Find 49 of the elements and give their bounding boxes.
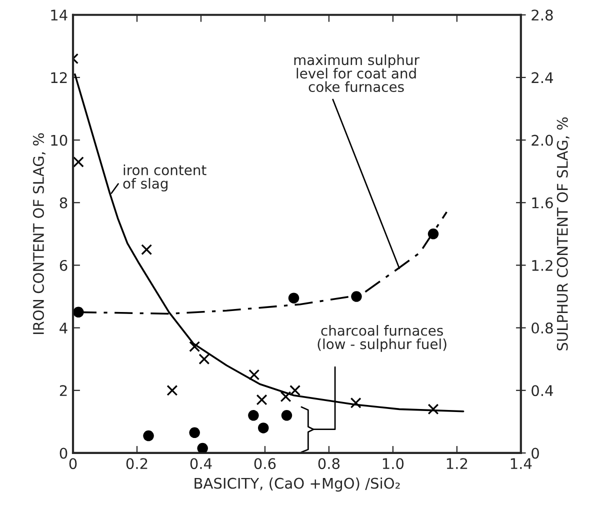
y-tick-label: 6 (60, 260, 68, 271)
y2-tick-label: 1.2 (532, 260, 552, 271)
y2-tick-label: 2.8 (532, 10, 553, 21)
point (197, 442, 208, 453)
y2-tick-label: 0.8 (532, 322, 553, 334)
x-tick-label: 1.4 (510, 458, 532, 469)
point (248, 410, 259, 421)
x-tick-label: 0 (69, 458, 77, 470)
x-tick-label: 0.8 (318, 458, 340, 470)
point (143, 430, 154, 442)
point (290, 384, 301, 396)
y-tick-label: 10 (51, 134, 68, 146)
point (256, 394, 268, 406)
y-tick-label: 2 (60, 385, 67, 396)
point (198, 354, 210, 365)
point (428, 404, 439, 415)
annotation: charcoal furnaces (low - sulphur fuel) (318, 325, 446, 352)
y-axis-title: IRON CONTENT OF SLAG, % (32, 133, 46, 334)
x-tick-label: 0.4 (190, 458, 212, 470)
point (351, 291, 362, 302)
point (166, 384, 178, 396)
y-tick-label: 14 (51, 10, 68, 20)
point (281, 410, 292, 421)
x-tick-label: 0.2 (126, 458, 148, 470)
y2-tick-label: 2.4 (532, 72, 553, 84)
y-tick-label: 0 (60, 448, 68, 459)
x-tick-label: 1.2 (446, 458, 468, 469)
point (350, 397, 362, 408)
point (73, 156, 84, 168)
y2-tick-label: 2.0 (532, 134, 553, 146)
point (189, 341, 200, 352)
point (258, 422, 269, 434)
x-tick-label: 1.0 (382, 458, 404, 470)
point (248, 369, 260, 380)
y-tick-label: 8 (60, 197, 68, 208)
y2-tick-label: 1.6 (532, 197, 553, 208)
x-axis-title: BASICITY, (CaO +MgO) /SiO₂ (194, 478, 400, 492)
y-tick-label: 4 (60, 322, 68, 334)
point (288, 292, 300, 304)
x-tick-label: 0.6 (254, 458, 276, 470)
y2-tick-label: 0 (532, 448, 539, 459)
y-tick-label: 12 (51, 72, 67, 84)
y2-axis-title: SULPHUR CONTENT OF SLAG, % (556, 117, 570, 350)
annotation: maximum sulphur level for coat and coke furnaces (294, 54, 420, 92)
point (189, 427, 200, 438)
point (280, 391, 292, 402)
annotation: iron content of slag (123, 164, 206, 192)
y2-tick-label: 0.4 (532, 385, 553, 396)
point (141, 244, 152, 256)
